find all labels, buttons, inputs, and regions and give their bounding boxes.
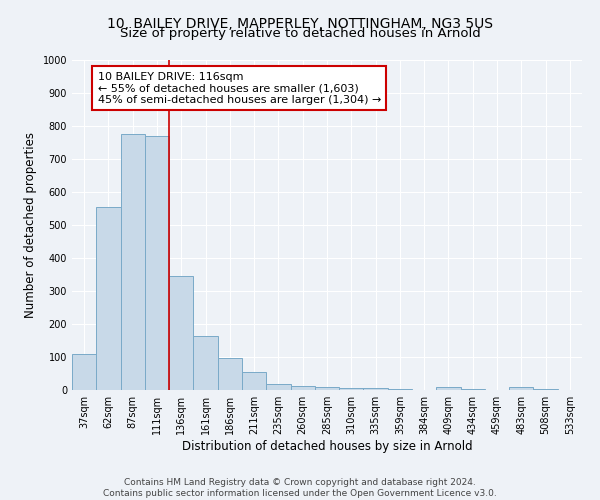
Bar [72, 354, 96, 390]
Bar [388, 389, 412, 390]
Bar [96, 207, 121, 390]
Bar [145, 136, 169, 390]
Bar [315, 388, 339, 390]
Bar [121, 134, 145, 390]
Bar [266, 384, 290, 390]
Bar [193, 336, 218, 390]
Text: 10, BAILEY DRIVE, MAPPERLEY, NOTTINGHAM, NG3 5US: 10, BAILEY DRIVE, MAPPERLEY, NOTTINGHAM,… [107, 18, 493, 32]
Bar [509, 388, 533, 390]
Bar [364, 388, 388, 390]
Bar [242, 372, 266, 390]
Bar [218, 358, 242, 390]
Text: Contains HM Land Registry data © Crown copyright and database right 2024.
Contai: Contains HM Land Registry data © Crown c… [103, 478, 497, 498]
Bar [436, 388, 461, 390]
Text: Size of property relative to detached houses in Arnold: Size of property relative to detached ho… [119, 28, 481, 40]
Text: 10 BAILEY DRIVE: 116sqm
← 55% of detached houses are smaller (1,603)
45% of semi: 10 BAILEY DRIVE: 116sqm ← 55% of detache… [97, 72, 381, 105]
Bar [169, 276, 193, 390]
Bar [290, 386, 315, 390]
Y-axis label: Number of detached properties: Number of detached properties [24, 132, 37, 318]
X-axis label: Distribution of detached houses by size in Arnold: Distribution of detached houses by size … [182, 440, 472, 453]
Bar [339, 388, 364, 390]
